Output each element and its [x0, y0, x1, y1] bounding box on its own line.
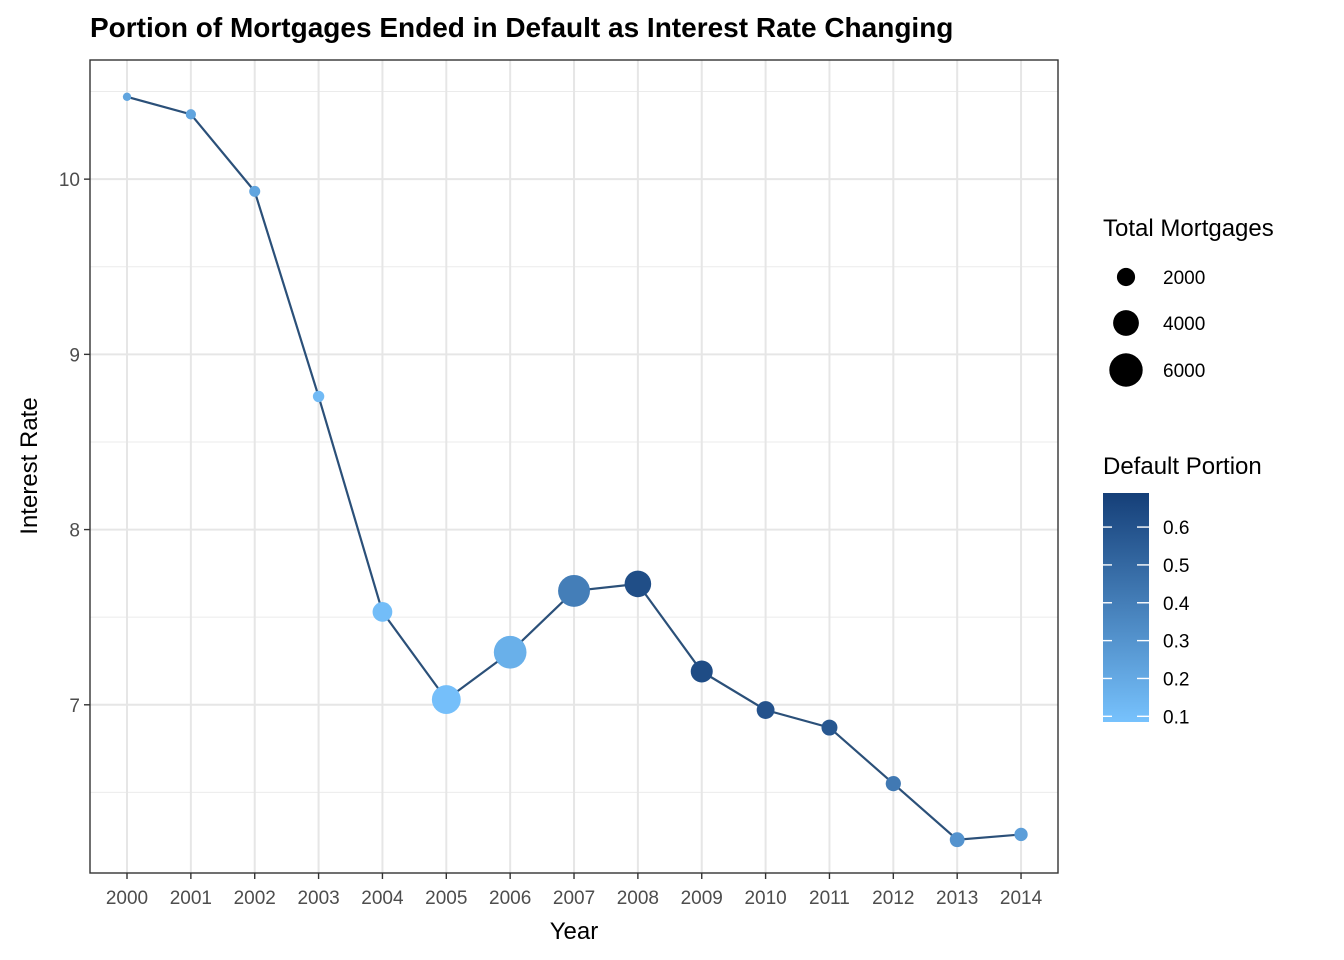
x-tick-label: 2002 — [234, 888, 276, 909]
data-point — [493, 635, 527, 669]
y-tick-label: 9 — [69, 345, 80, 366]
x-tick-label: 2011 — [809, 888, 850, 909]
data-point — [431, 685, 461, 714]
data-point — [885, 776, 901, 792]
data-point — [949, 832, 965, 848]
data-point — [312, 390, 325, 403]
data-point — [372, 602, 393, 622]
x-tick-label: 2006 — [489, 888, 531, 909]
x-tick-label: 2001 — [170, 888, 212, 909]
size-legend-key — [1109, 353, 1143, 387]
size-legend-title: Total Mortgages — [1103, 215, 1274, 242]
data-point — [821, 719, 838, 736]
x-tick-label: 2000 — [106, 888, 148, 909]
x-tick-label: 2010 — [744, 888, 786, 909]
size-legend: Total Mortgages 2000 4000 6000 — [1103, 215, 1274, 387]
x-tick-label: 2008 — [617, 888, 659, 909]
y-tick-label: 8 — [69, 521, 80, 542]
x-tick-label: 2007 — [553, 888, 595, 909]
colorbar-label: 0.6 — [1163, 518, 1189, 539]
data-point — [558, 574, 590, 607]
x-tick-label: 2013 — [936, 888, 978, 909]
data-point — [1014, 827, 1028, 842]
color-legend: Default Portion 0.1 0.2 0.3 0.4 0.5 0.6 — [1103, 453, 1262, 728]
x-tick-label: 2014 — [1000, 888, 1043, 909]
y-axis-title: Interest Rate — [16, 397, 43, 534]
data-point — [624, 570, 652, 598]
data-point — [185, 109, 196, 120]
colorbar-label: 0.3 — [1163, 632, 1189, 653]
y-axis: 7 8 9 10 — [59, 170, 90, 717]
data-points — [122, 92, 1028, 848]
size-legend-label: 2000 — [1163, 268, 1205, 289]
data-point — [690, 660, 713, 683]
data-point — [249, 185, 261, 197]
size-legend-key — [1113, 310, 1139, 336]
y-tick-label: 7 — [69, 696, 80, 717]
colorbar-label: 0.2 — [1163, 669, 1189, 690]
x-axis: 2000 2001 2002 2003 2004 2005 2006 2007 2008 2009… — [106, 873, 1043, 909]
x-axis-title: Year — [550, 918, 599, 945]
size-legend-label: 6000 — [1163, 361, 1205, 382]
colorbar-label: 0.5 — [1163, 556, 1189, 577]
size-legend-label: 4000 — [1163, 314, 1205, 335]
x-tick-label: 2005 — [425, 888, 467, 909]
data-point — [122, 92, 132, 101]
x-tick-label: 2012 — [872, 888, 914, 909]
x-tick-label: 2003 — [297, 888, 339, 909]
x-tick-label: 2009 — [681, 888, 723, 909]
y-tick-label: 10 — [59, 170, 80, 191]
colorbar — [1103, 493, 1149, 722]
chart-title: Portion of Mortgages Ended in Default as… — [90, 12, 953, 43]
data-point — [756, 701, 775, 719]
size-legend-key — [1116, 267, 1136, 287]
colorbar-label: 0.1 — [1163, 707, 1189, 728]
x-tick-label: 2004 — [361, 888, 404, 909]
color-legend-title: Default Portion — [1103, 453, 1262, 480]
grid — [90, 60, 1058, 873]
colorbar-label: 0.4 — [1163, 594, 1190, 615]
